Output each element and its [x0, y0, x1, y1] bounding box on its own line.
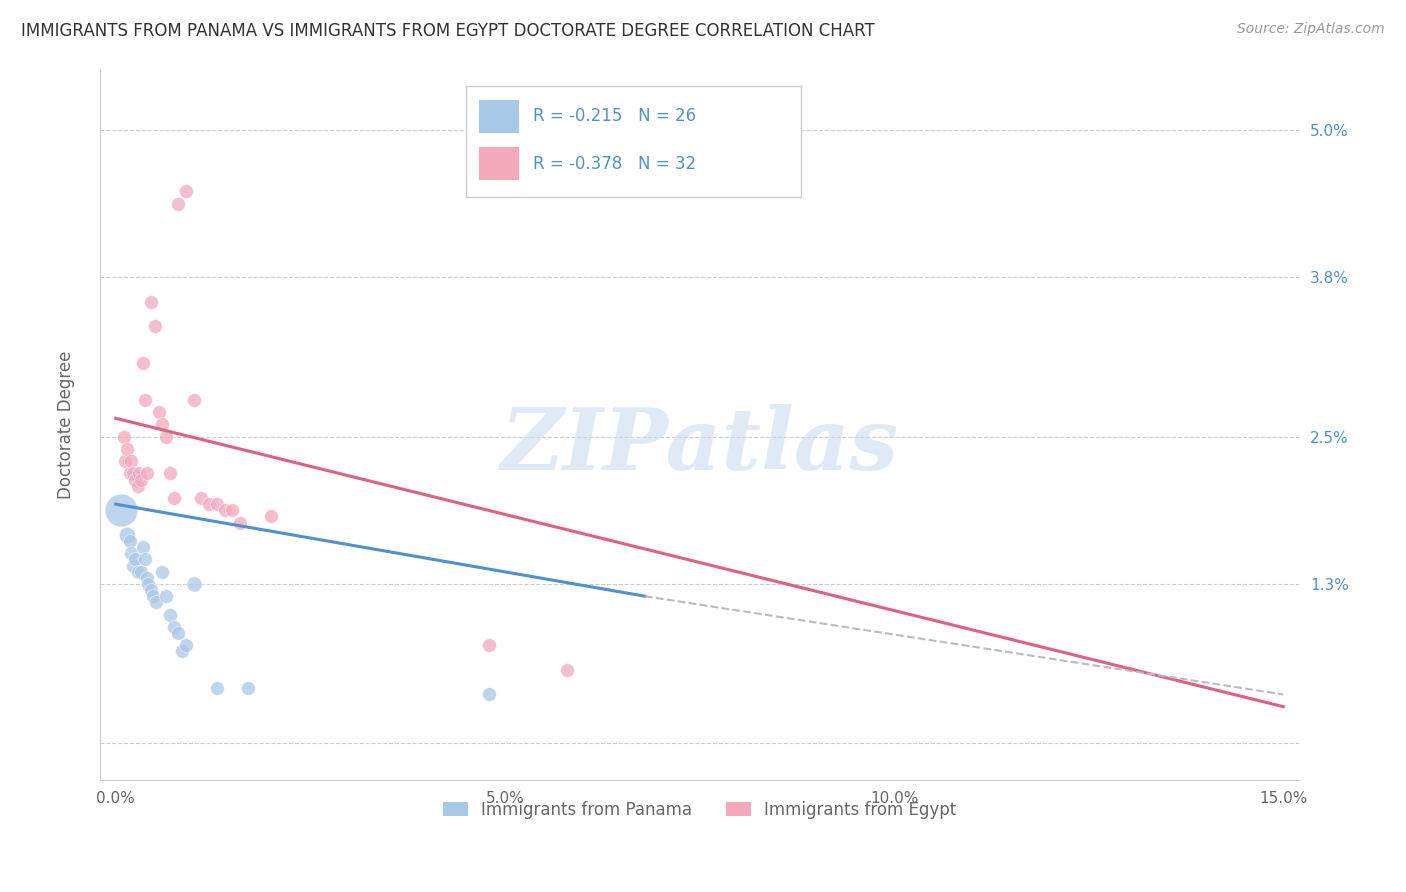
Point — [174, 638, 197, 652]
Point — [183, 577, 205, 591]
Point — [260, 509, 283, 524]
Point — [155, 430, 177, 444]
Point — [478, 687, 501, 701]
Point — [478, 638, 501, 652]
Text: Source: ZipAtlas.com: Source: ZipAtlas.com — [1237, 22, 1385, 37]
Point — [170, 644, 193, 658]
Legend: Immigrants from Panama, Immigrants from Egypt: Immigrants from Panama, Immigrants from … — [436, 794, 963, 825]
Point — [122, 558, 145, 573]
Point — [214, 503, 236, 517]
Point — [163, 491, 186, 505]
Point — [142, 589, 165, 603]
Y-axis label: Doctorate Degree: Doctorate Degree — [58, 351, 75, 499]
Point — [205, 681, 228, 696]
Point — [167, 196, 190, 211]
Point — [198, 497, 221, 511]
Point — [155, 589, 177, 603]
Point — [118, 533, 141, 548]
Point — [555, 663, 578, 677]
Point — [134, 552, 156, 566]
Point — [163, 620, 186, 634]
Point — [120, 454, 142, 468]
Point — [110, 503, 132, 517]
Point — [129, 565, 152, 579]
Point — [183, 392, 205, 407]
Point — [143, 319, 166, 334]
Point — [145, 595, 167, 609]
Point — [132, 540, 155, 554]
Point — [124, 473, 146, 487]
Point — [134, 392, 156, 407]
Point — [132, 356, 155, 370]
Point — [139, 294, 162, 309]
Point — [167, 626, 190, 640]
Point — [236, 681, 259, 696]
Point — [124, 552, 146, 566]
Point — [159, 607, 181, 622]
Point — [152, 565, 174, 579]
Point — [117, 528, 139, 542]
Point — [229, 516, 252, 530]
Text: IMMIGRANTS FROM PANAMA VS IMMIGRANTS FROM EGYPT DOCTORATE DEGREE CORRELATION CHA: IMMIGRANTS FROM PANAMA VS IMMIGRANTS FRO… — [21, 22, 875, 40]
Point — [159, 467, 181, 481]
Point — [139, 583, 162, 598]
Point — [135, 467, 157, 481]
Point — [135, 571, 157, 585]
Point — [112, 430, 135, 444]
Point — [118, 467, 141, 481]
Point — [114, 454, 136, 468]
Text: ZIPatlas: ZIPatlas — [501, 404, 898, 488]
Point — [148, 405, 170, 419]
Point — [128, 467, 150, 481]
Point — [174, 184, 197, 198]
Point — [129, 473, 152, 487]
Point — [120, 546, 142, 560]
Point — [190, 491, 212, 505]
Point — [127, 565, 149, 579]
Point — [122, 467, 145, 481]
Point — [221, 503, 243, 517]
Point — [138, 577, 160, 591]
Point — [152, 417, 174, 432]
Point — [127, 479, 149, 493]
Point — [205, 497, 228, 511]
Point — [117, 442, 139, 456]
